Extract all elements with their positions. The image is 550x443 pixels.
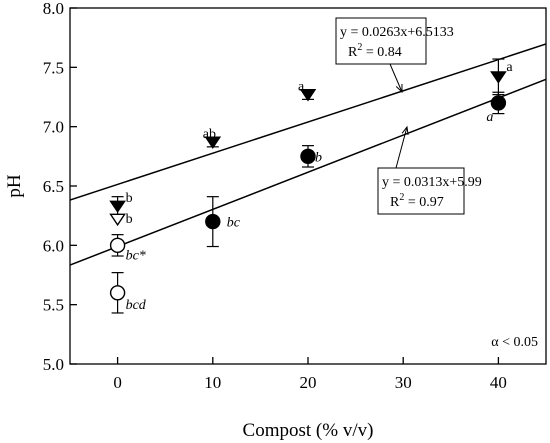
data-point-filled-triangle-down (109, 200, 126, 214)
r-squared-0: R2 = 0.84 (348, 42, 402, 60)
regression-line-2 (70, 78, 546, 266)
data-point-open-triangle-down (109, 213, 126, 227)
significance-letter: a (506, 60, 513, 75)
equation-pointer-2 (395, 126, 408, 169)
significance-letter: b (126, 212, 133, 227)
r-squared-exponent: 2 (399, 192, 404, 203)
significance-letter: bcd (126, 298, 147, 313)
x-tick-label: 10 (204, 373, 221, 392)
regression-line-0 (70, 43, 546, 201)
significance-letter: a (298, 80, 305, 95)
data-point-filled-circle (205, 213, 221, 230)
y-tick-label: 5.0 (43, 355, 64, 374)
x-tick-label: 0 (113, 373, 122, 392)
regression-equation-0: y = 0.0263x+6.5133 (340, 25, 454, 40)
data-point-filled-circle (490, 95, 507, 111)
significance-note: α < 0.05 (491, 335, 538, 350)
y-tick-label: 7.0 (43, 118, 64, 137)
significance-letter: b (315, 150, 322, 165)
pointer-arrowhead-2 (401, 125, 409, 135)
y-tick-label: 5.5 (43, 296, 64, 315)
significance-letter: b (126, 191, 133, 206)
y-axis-label: pH (4, 174, 25, 198)
significance-letter: bc* (126, 248, 146, 263)
r-squared-exponent: 2 (357, 42, 362, 53)
significance-letter: ab (203, 127, 216, 142)
data-point-filled-triangle-down (490, 71, 507, 84)
y-tick-label: 7.5 (43, 58, 64, 77)
y-tick-label: 8.0 (43, 0, 64, 18)
data-point-open-circle (109, 237, 126, 254)
x-tick-label: 40 (490, 373, 507, 392)
equation-pointer-0 (389, 63, 403, 93)
pointer-arrowhead-0 (395, 83, 403, 94)
r-squared-symbol: R (390, 195, 400, 210)
data-point-filled-triangle-down (299, 89, 317, 102)
y-tick-label: 6.0 (43, 236, 64, 255)
data-point-open-circle (109, 285, 126, 301)
data-point-filled-circle (300, 148, 316, 165)
data-point-filled-triangle-down (204, 136, 222, 149)
r-squared-symbol: R (348, 45, 358, 60)
x-tick-label: 30 (395, 373, 412, 392)
significance-letter: a (486, 110, 493, 125)
x-tick-label: 20 (300, 373, 317, 392)
regression-equation-2: y = 0.0313x+5.99 (382, 175, 482, 190)
x-axis-label: Compost (% v/v) (243, 420, 374, 441)
r-squared-value: = 0.97 (404, 195, 443, 210)
r-squared-2: R2 = 0.97 (390, 192, 444, 210)
y-tick-label: 6.5 (43, 177, 64, 196)
equation-box-0 (335, 17, 427, 65)
significance-letter: bc (227, 216, 241, 231)
equation-box-2 (377, 167, 465, 215)
r-squared-value: = 0.84 (362, 45, 401, 60)
